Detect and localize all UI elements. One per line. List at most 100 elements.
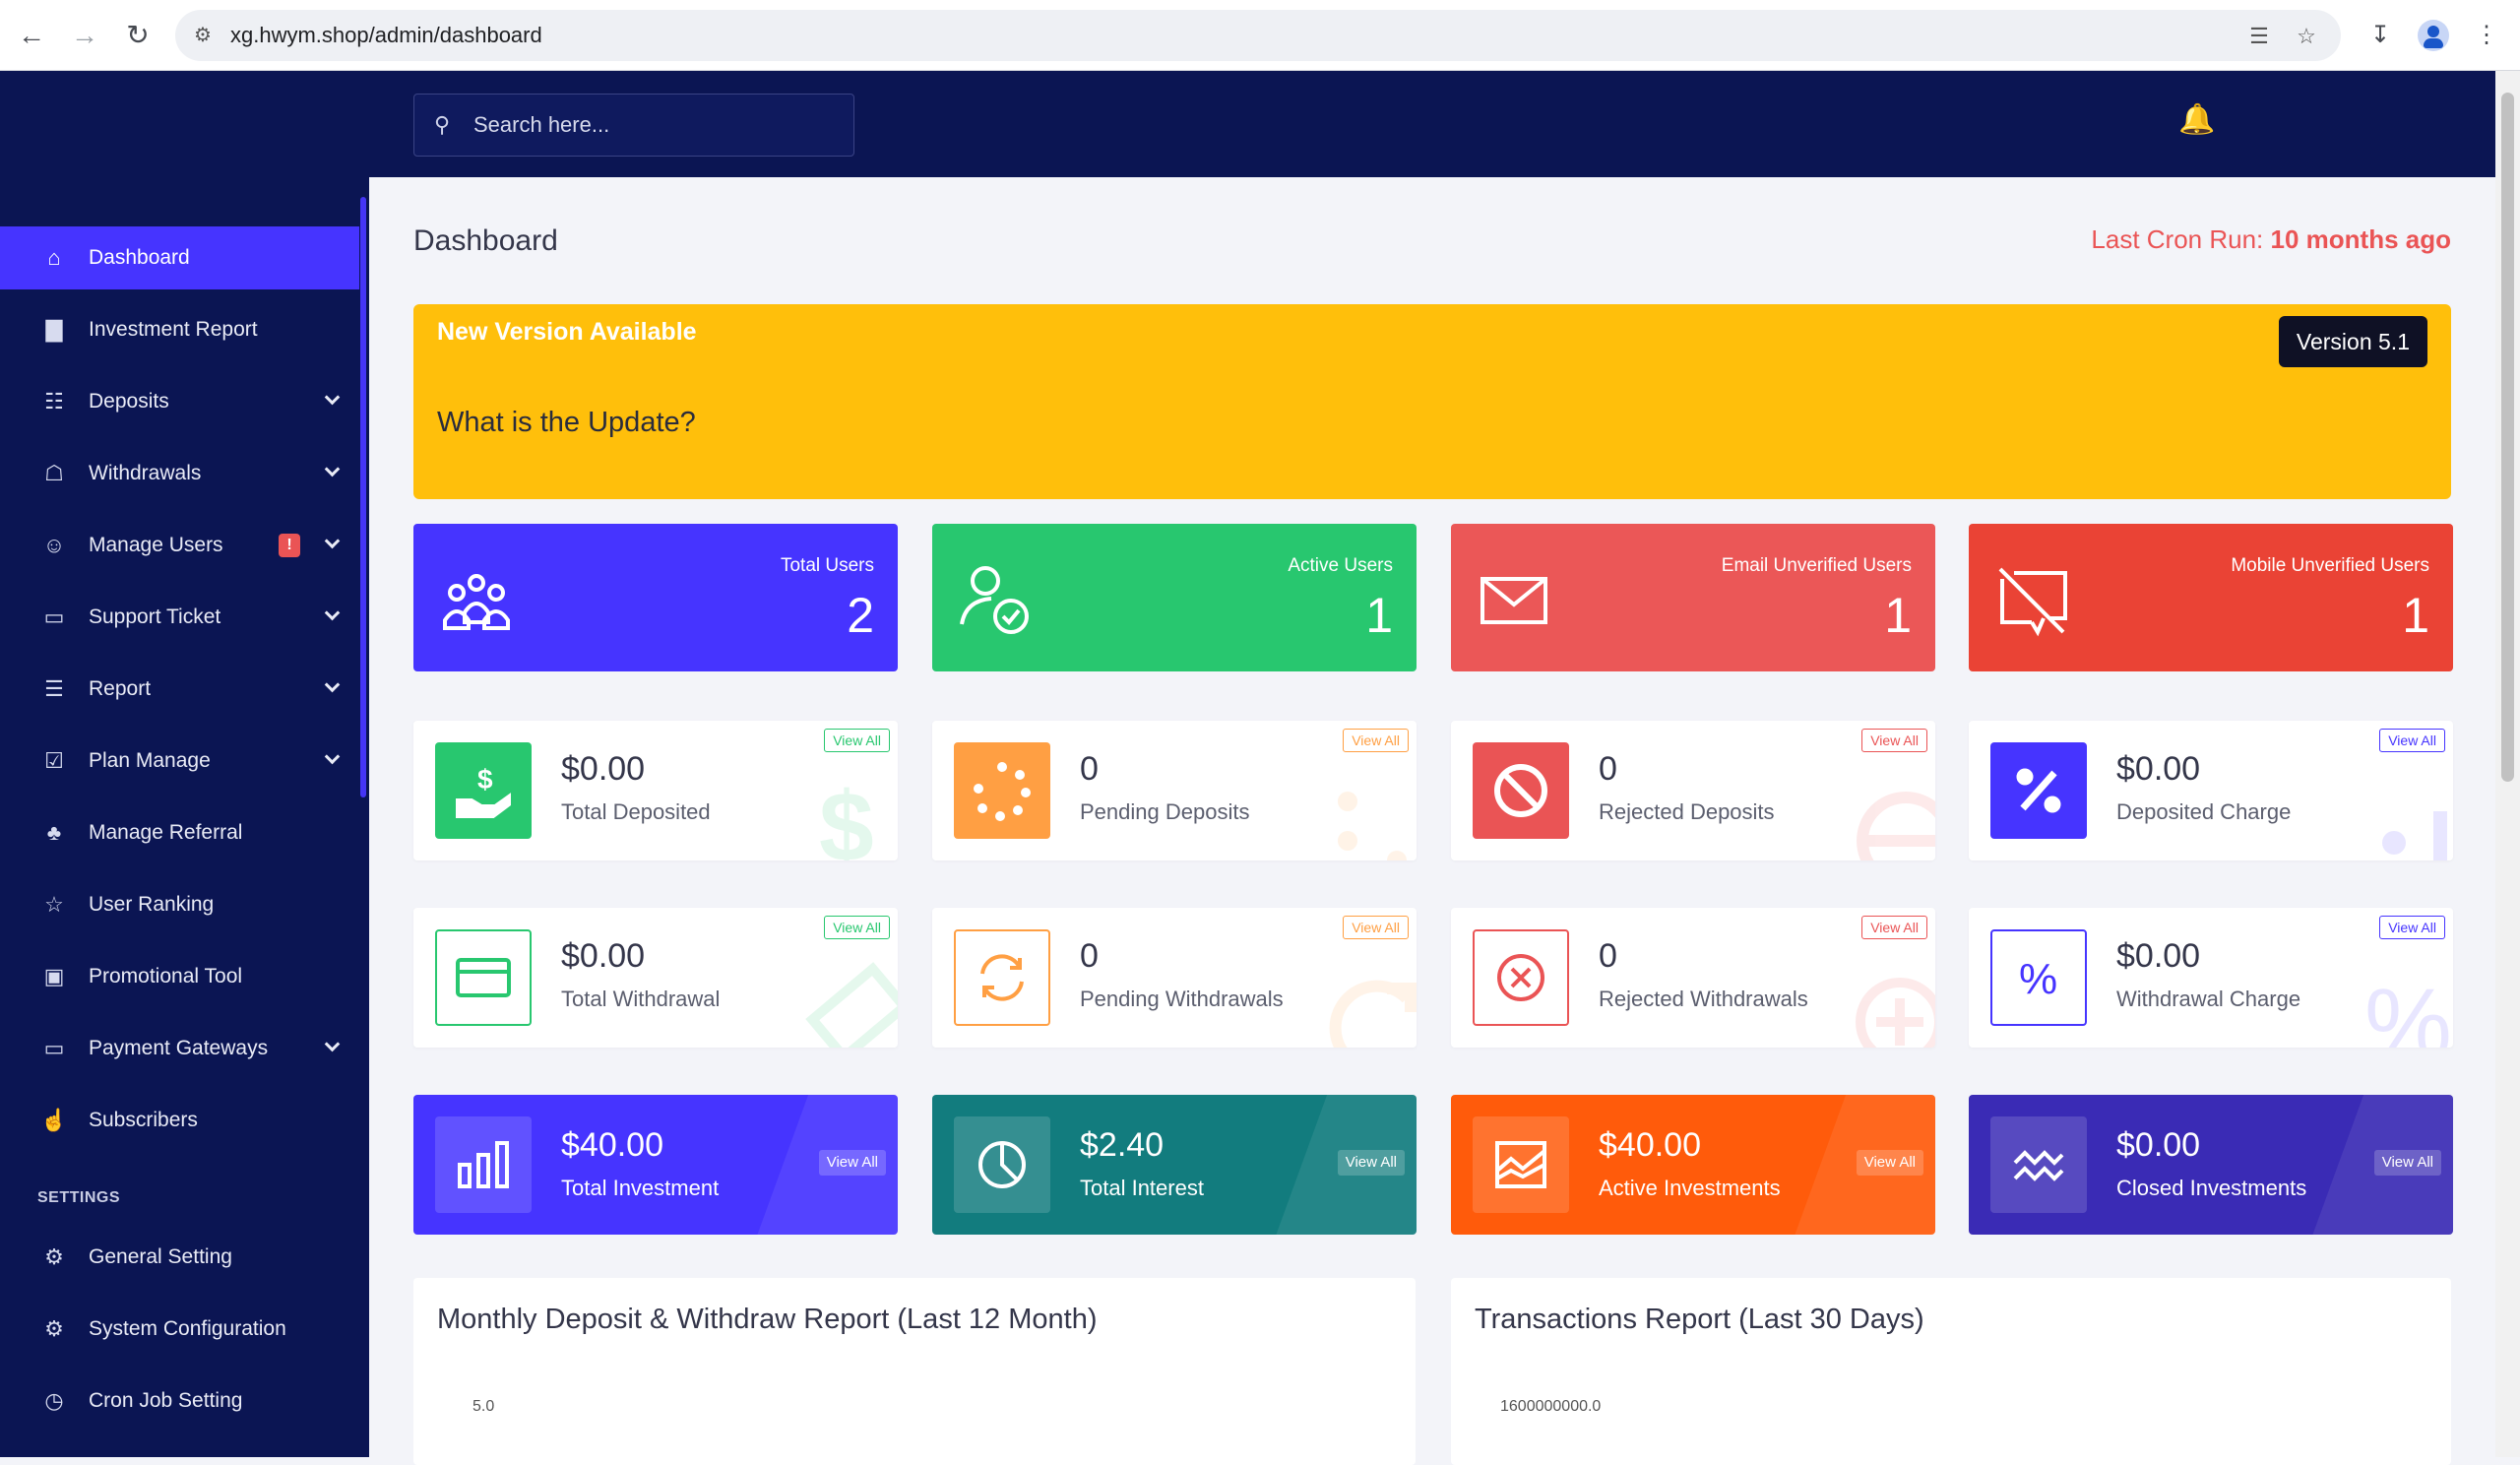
sidebar-scrollbar[interactable] — [360, 197, 366, 797]
sidebar-item-user-ranking[interactable]: ☆ User Ranking — [0, 873, 359, 936]
sync-icon — [954, 929, 1050, 1026]
mobile-off-icon — [1998, 567, 2067, 637]
total-investment-card: $40.00 Total Investment View All — [413, 1095, 898, 1235]
total-interest-view-all-button[interactable]: View All — [1337, 1150, 1405, 1176]
sidebar-item-report[interactable]: ☰ Report — [0, 658, 359, 721]
decor-dollar-icon: $ — [819, 772, 874, 860]
notification-bell-icon[interactable]: 🔔 — [2178, 103, 2216, 136]
withdrawal-charge-label: Withdrawal Charge — [2116, 987, 2301, 1011]
sidebar-item-subscribers[interactable]: ☝ Subscribers — [0, 1089, 359, 1152]
total-deposited-view-all-button[interactable]: View All — [824, 729, 890, 752]
sidebar-item-label: Manage Users — [89, 534, 223, 556]
pending-withdrawals-label: Pending Withdrawals — [1080, 987, 1284, 1011]
sidebar-item-system-configuration[interactable]: ⚙ System Configuration — [0, 1298, 359, 1361]
closed-investments-view-all-button[interactable]: View All — [2373, 1150, 2441, 1176]
sidebar-item-plan-manage[interactable]: ☑ Plan Manage — [0, 730, 359, 793]
sidebar-item-deposits[interactable]: ☷ Deposits — [0, 370, 359, 433]
sidebar-item-label: Report — [89, 677, 152, 700]
sidebar-item-manage-users[interactable]: ☺ Manage Users! — [0, 514, 359, 577]
clock-icon: ◷ — [44, 1388, 64, 1413]
sidebar-item-label: Promotional Tool — [89, 965, 243, 987]
sidebar-item-support-ticket[interactable]: ▭ Support Ticket — [0, 586, 359, 649]
search-box[interactable]: ⚲ — [413, 94, 854, 157]
closed-investments-label: Closed Investments — [2116, 1176, 2307, 1200]
wave-chart-icon — [1990, 1116, 2087, 1213]
mobile-unverified-card[interactable]: Mobile Unverified Users 1 — [1969, 524, 2453, 671]
sidebar-item-investment-report[interactable]: ▇ Investment Report — [0, 298, 359, 361]
total-investment-label: Total Investment — [561, 1176, 720, 1200]
site-info-icon[interactable]: ⚙ — [194, 25, 212, 46]
ticket-icon: ▭ — [43, 605, 65, 629]
total-deposited-value: $0.00 — [561, 750, 646, 788]
browser-toolbar: ← → ↻ ⚙ xg.hwym.shop/admin/dashboard ☰ ☆… — [0, 0, 2520, 71]
total-users-label: Total Users — [780, 555, 874, 576]
monthly-report-title: Monthly Deposit & Withdraw Report (Last … — [437, 1304, 1098, 1335]
cron-value: 10 months ago — [2270, 224, 2451, 254]
email-unverified-card[interactable]: Email Unverified Users 1 — [1451, 524, 1935, 671]
sidebar-item-general-setting[interactable]: ⚙ General Setting — [0, 1226, 359, 1289]
back-icon[interactable]: ← — [18, 20, 45, 50]
closed-investments-card: $0.00 Closed Investments View All — [1969, 1095, 2453, 1235]
url-text[interactable]: xg.hwym.shop/admin/dashboard — [230, 23, 542, 47]
total-users-card[interactable]: Total Users 2 — [413, 524, 898, 671]
active-investments-view-all-button[interactable]: View All — [1856, 1150, 1923, 1176]
page-scrollbar-thumb[interactable] — [2501, 93, 2514, 782]
update-question[interactable]: What is the Update? — [437, 407, 696, 438]
sidebar-item-withdrawals[interactable]: ☖ Withdrawals — [0, 442, 359, 505]
total-deposited-card: $ $0.00 Total Deposited View All $ — [413, 721, 898, 860]
sidebar-item-dashboard[interactable]: ⌂ Dashboard — [0, 226, 359, 289]
top-header: ⚲ 🔔 — [369, 71, 2495, 177]
rejected-deposits-view-all-button[interactable]: View All — [1861, 729, 1927, 752]
pending-withdrawals-view-all-button[interactable]: View All — [1343, 916, 1409, 939]
percent-icon — [1990, 742, 2087, 839]
settings-section-title: SETTINGS — [37, 1189, 121, 1206]
active-investments-card: $40.00 Active Investments View All — [1451, 1095, 1935, 1235]
withdrawal-charge-value: $0.00 — [2116, 937, 2201, 975]
last-cron-run: Last Cron Run: 10 months ago — [2091, 224, 2451, 255]
download-icon[interactable]: ↧ — [2369, 22, 2391, 48]
page-scrollbar[interactable] — [2495, 71, 2520, 1457]
active-users-card[interactable]: Active Users 1 — [932, 524, 1417, 671]
rejected-withdrawals-card: 0 Rejected Withdrawals View All — [1451, 908, 1935, 1048]
sidebar-item-manage-referral[interactable]: ♣ Manage Referral — [0, 801, 359, 864]
active-investments-value: $40.00 — [1599, 1126, 1701, 1164]
decor-sync-icon — [1329, 980, 1417, 1048]
bookmark-star-icon[interactable]: ☆ — [2297, 24, 2316, 48]
more-menu-icon[interactable]: ⋮ — [2475, 22, 2498, 48]
total-investment-view-all-button[interactable]: View All — [818, 1150, 886, 1176]
thumbs-up-icon: ☝ — [40, 1108, 68, 1132]
list-icon: ☰ — [44, 676, 64, 701]
active-users-label: Active Users — [1288, 555, 1393, 576]
alert-badge: ! — [279, 534, 300, 557]
cron-label: Last Cron Run: — [2091, 224, 2264, 254]
sidebar-item-label: General Setting — [89, 1245, 232, 1268]
bar-chart-icon: ▇ — [45, 317, 63, 342]
deposit-icon: ☷ — [44, 389, 64, 414]
rejected-withdrawals-view-all-button[interactable]: View All — [1861, 916, 1927, 939]
total-withdrawal-label: Total Withdrawal — [561, 987, 721, 1011]
pending-deposits-view-all-button[interactable]: View All — [1343, 729, 1409, 752]
rejected-withdrawals-label: Rejected Withdrawals — [1599, 987, 1808, 1011]
profile-avatar-icon[interactable] — [2418, 20, 2449, 51]
total-users-value: 2 — [847, 588, 874, 643]
reload-icon[interactable]: ↻ — [126, 20, 150, 50]
sidebar-item-promotional-tool[interactable]: ▣ Promotional Tool — [0, 945, 359, 1008]
svg-text:$: $ — [477, 764, 493, 795]
svg-text:%: % — [2364, 969, 2452, 1048]
deposited-charge-view-all-button[interactable]: View All — [2379, 729, 2445, 752]
spinner-icon — [954, 742, 1050, 839]
search-input[interactable] — [473, 108, 838, 142]
sidebar-item-payment-gateways[interactable]: ▭ Payment Gateways — [0, 1017, 359, 1080]
sidebar-item-cron-job-setting[interactable]: ◷ Cron Job Setting — [0, 1369, 359, 1433]
total-withdrawal-view-all-button[interactable]: View All — [824, 916, 890, 939]
sidebar-item-label: System Configuration — [89, 1317, 286, 1340]
sidebar-item-label: Payment Gateways — [89, 1037, 269, 1059]
translate-icon[interactable]: ☰ — [2249, 24, 2269, 48]
forward-icon[interactable]: → — [71, 20, 98, 50]
withdrawal-charge-view-all-button[interactable]: View All — [2379, 916, 2445, 939]
home-icon: ⌂ — [47, 245, 61, 270]
address-bar[interactable]: ⚙ xg.hwym.shop/admin/dashboard ☰ ☆ — [175, 10, 2341, 61]
referral-icon: ♣ — [46, 820, 62, 845]
sidebar: ⌂ Dashboard ▇ Investment Report ☷ Deposits ☖ Wi… — [0, 71, 369, 1457]
deposited-charge-label: Deposited Charge — [2116, 799, 2292, 824]
